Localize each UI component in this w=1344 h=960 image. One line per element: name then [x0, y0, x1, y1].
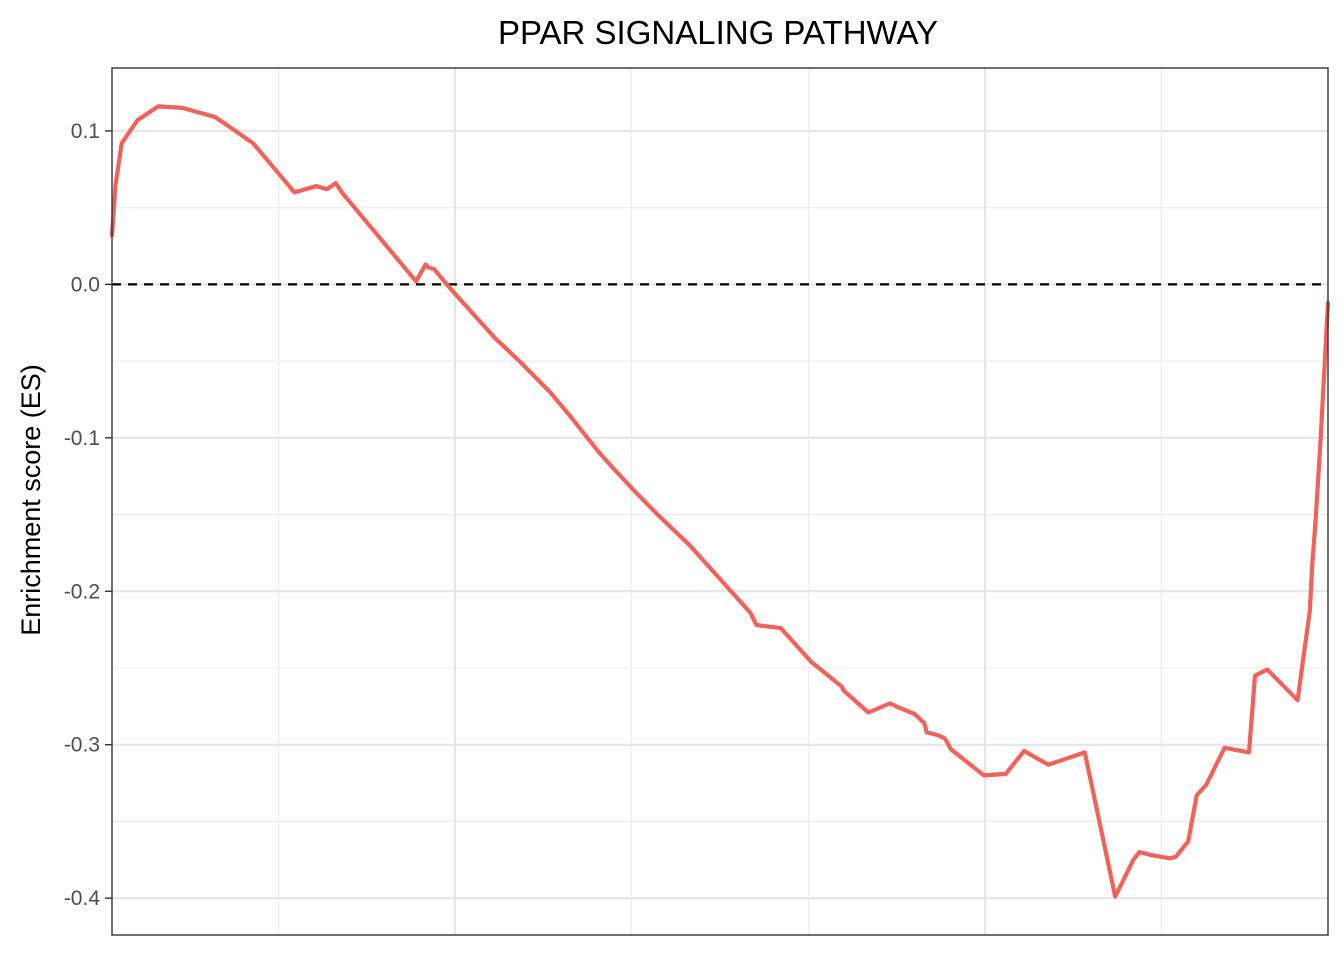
plot-panel-border: [111, 67, 1329, 936]
y-tick-label: 0.0: [71, 273, 100, 296]
chart-title: PPAR SIGNALING PATHWAY: [498, 14, 938, 51]
y-axis-ticks: 0.1 0.0 -0.1 -0.2 -0.3 -0.4: [64, 120, 112, 910]
enrichment-score-line: [109, 104, 1331, 899]
plot-panel-background: [112, 68, 1328, 935]
y-tick-label: -0.3: [64, 734, 100, 757]
y-tick-label: -0.4: [64, 887, 101, 910]
y-axis-label: Enrichment score (ES): [16, 364, 46, 636]
minor-gridlines: [112, 68, 1328, 935]
y-tick-label: -0.1: [64, 427, 100, 450]
y-tick-label: 0.1: [71, 120, 100, 143]
y-tick-label: -0.2: [64, 580, 100, 603]
major-gridlines: [112, 68, 1328, 935]
